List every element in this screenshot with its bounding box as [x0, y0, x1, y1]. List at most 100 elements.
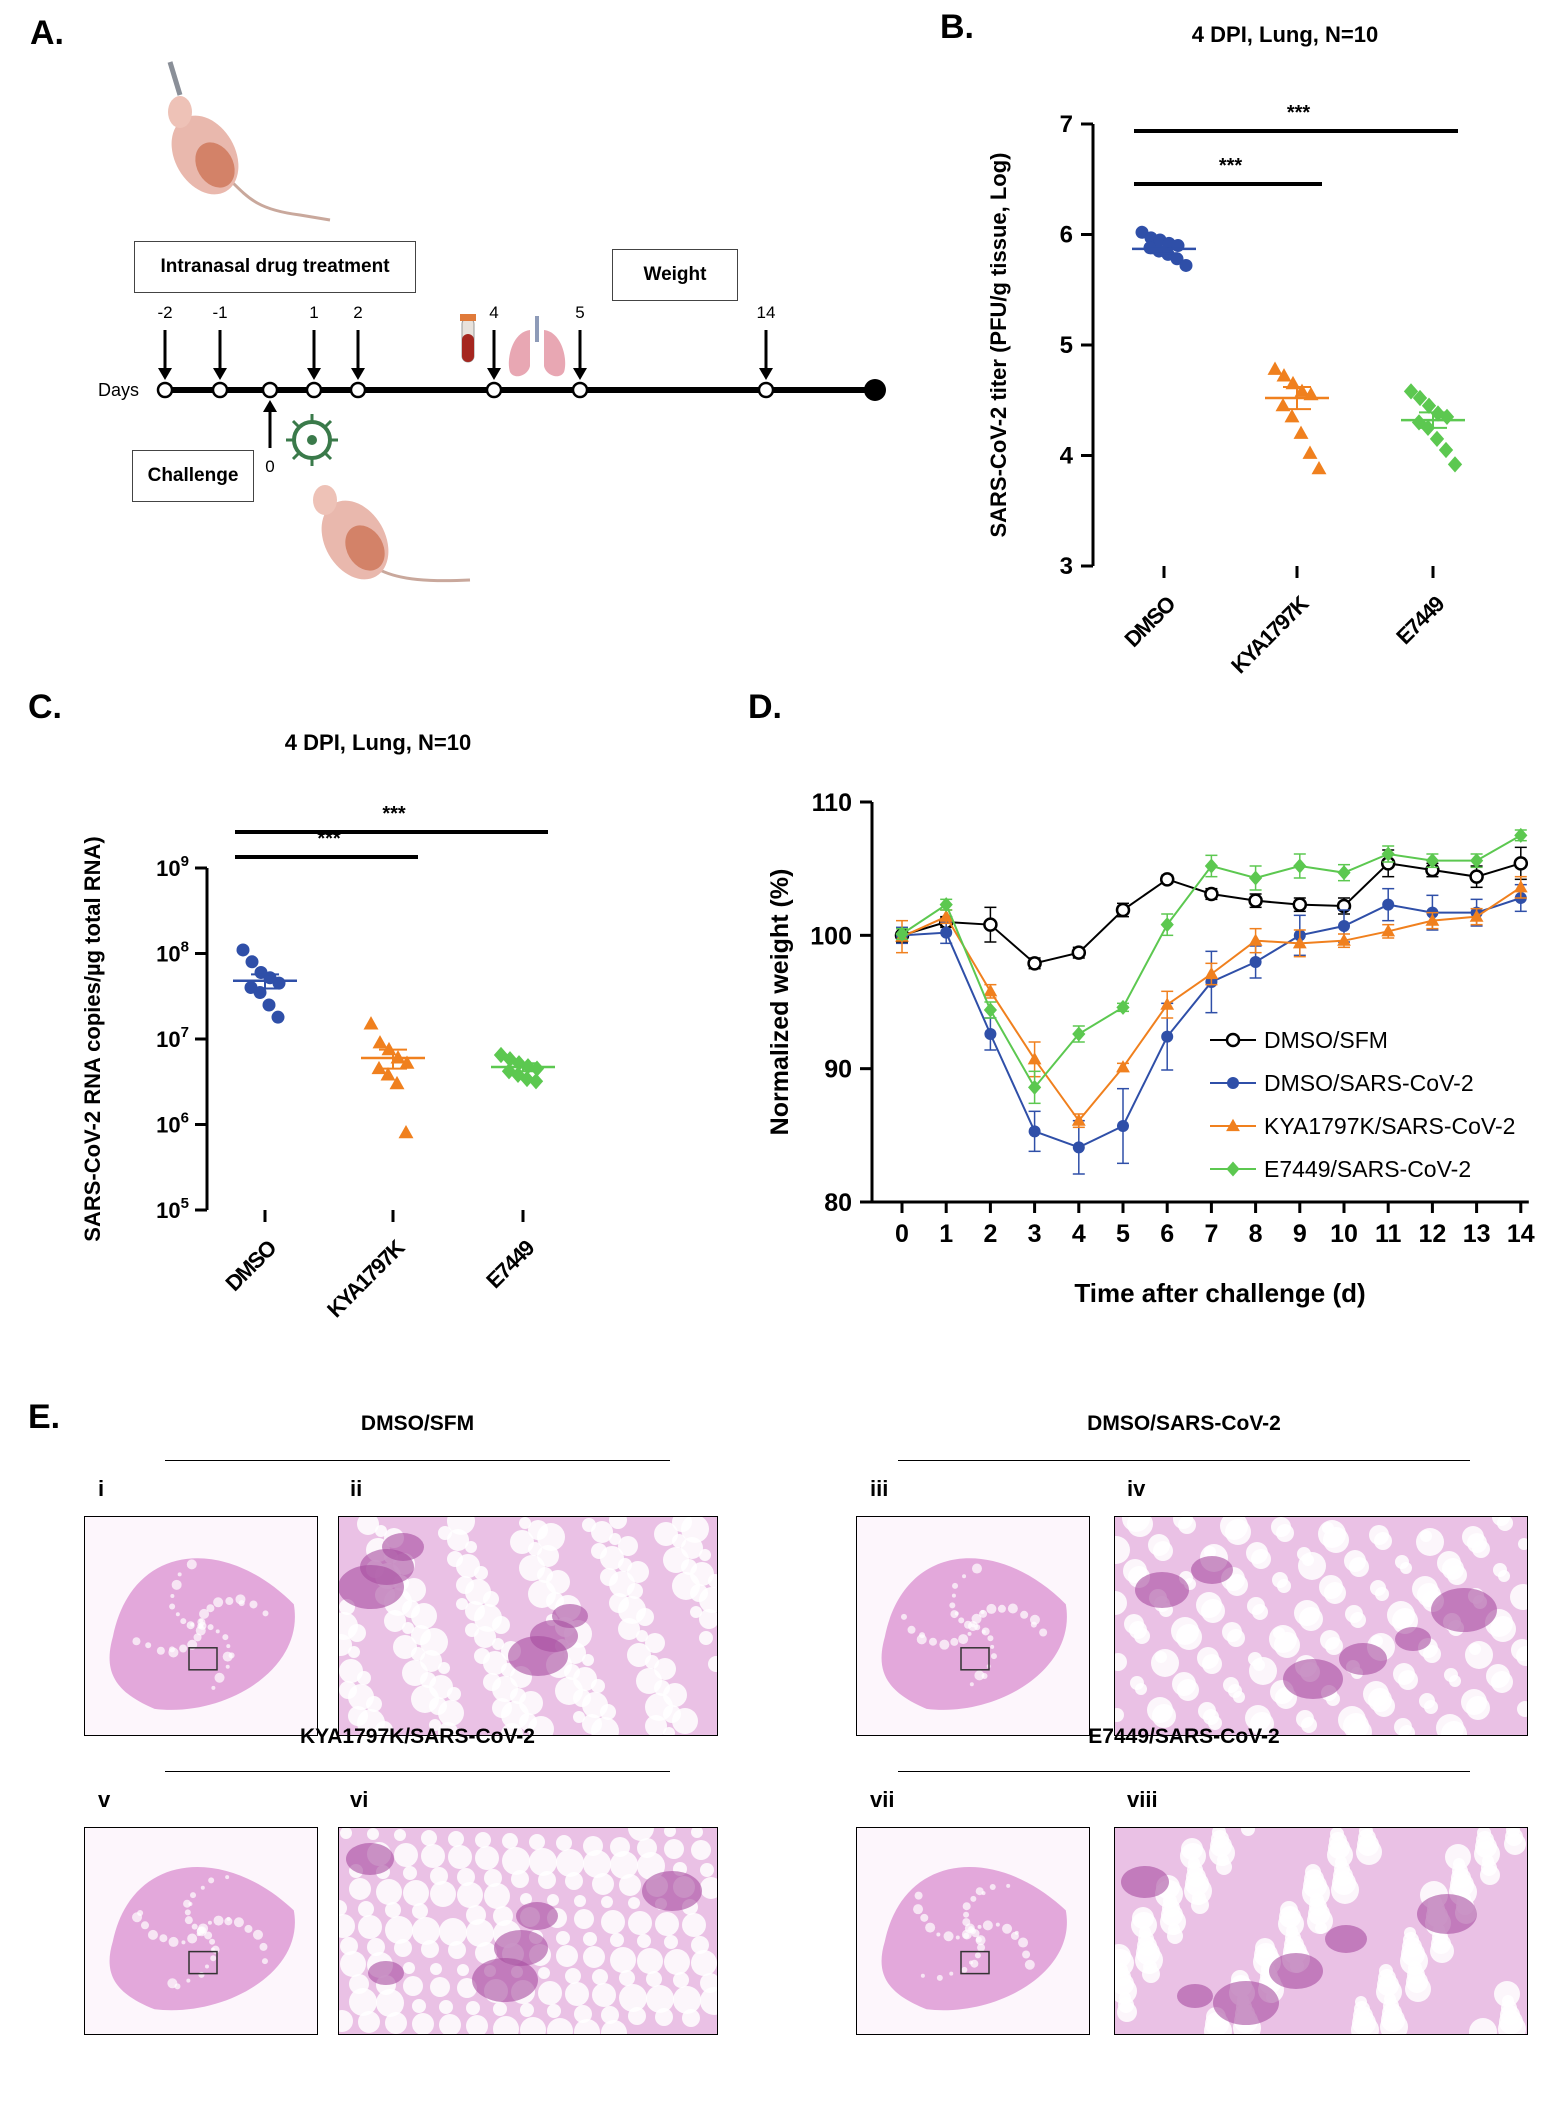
data-point — [1430, 405, 1446, 422]
y-tick-label: 109 — [156, 853, 189, 881]
timeline-day-label: -2 — [157, 303, 172, 322]
blood-tube-icon — [460, 314, 476, 363]
y-axis-label: SARS-CoV-2 RNA copies/µg total RNA) — [80, 836, 105, 1241]
data-point — [398, 1124, 414, 1139]
data-point — [984, 1028, 997, 1040]
data-point — [271, 1010, 285, 1024]
histology-detail — [1114, 1827, 1528, 2035]
significance-label: *** — [1287, 102, 1311, 124]
data-point — [1248, 893, 1263, 908]
timeline-day-label: -1 — [212, 303, 227, 322]
lung-icon — [508, 316, 566, 377]
series-e7449-sars-cov-2 — [895, 827, 1528, 1105]
data-point — [1161, 1030, 1174, 1043]
timeline-day-label: 14 — [757, 303, 776, 322]
data-point — [1071, 945, 1087, 960]
x-axis-label: Time after challenge (d) — [1074, 1278, 1365, 1308]
timeline-arrowhead — [487, 368, 501, 380]
histology-left-label: vii — [870, 1787, 895, 1812]
data-point — [1204, 886, 1219, 902]
timeline-arrowhead — [573, 368, 587, 380]
data-point — [1072, 1141, 1085, 1154]
significance-label: *** — [382, 803, 406, 825]
data-point — [1276, 368, 1292, 382]
data-point — [1293, 425, 1309, 439]
data-point — [1116, 1060, 1130, 1073]
data-point — [1470, 853, 1484, 869]
histology-detail — [338, 1516, 718, 1736]
data-point — [1116, 999, 1130, 1015]
data-point — [262, 998, 276, 1012]
legend-label: DMSO/SARS-CoV-2 — [1264, 1070, 1474, 1096]
data-point — [895, 926, 909, 942]
histology-image — [857, 1828, 1089, 2034]
data-point — [236, 943, 250, 957]
histology-group: DMSO/SFM i ii — [0, 1390, 718, 1736]
timeline-day-marker — [156, 381, 174, 399]
data-point — [940, 926, 953, 939]
histology-zoom-image — [339, 1517, 717, 1735]
timeline-end-dot — [864, 379, 886, 401]
data-point — [1447, 456, 1463, 473]
y-axis-label: Normalized weight (%) — [766, 869, 794, 1136]
data-point — [1338, 920, 1350, 932]
histology-image — [857, 1517, 1089, 1735]
chart-c: 4 DPI, Lung, N=10 105 106 107 108 109 SARS-CoV… — [80, 730, 555, 1323]
y-tick-label: 90 — [824, 1056, 852, 1084]
timeline-arrowhead — [351, 368, 365, 380]
y-tick-label: 105 — [156, 1195, 189, 1223]
data-point — [502, 1051, 518, 1068]
data-point — [1028, 1125, 1041, 1138]
x-tick-label: E7449 — [481, 1235, 539, 1293]
x-tick-label: 14 — [1507, 1220, 1535, 1248]
data-point — [371, 1060, 387, 1075]
y-tick-label: 100 — [810, 922, 852, 950]
data-point — [983, 917, 998, 932]
data-point — [1204, 858, 1218, 874]
x-tick-label: 11 — [1375, 1220, 1402, 1248]
legend-label: E7449/SARS-CoV-2 — [1264, 1156, 1471, 1182]
histology-zoom-image — [1115, 1517, 1527, 1735]
data-point — [1292, 936, 1307, 949]
data-point — [528, 1073, 544, 1090]
histology-image — [85, 1517, 317, 1735]
timeline-day-marker — [757, 381, 775, 399]
data-point — [245, 955, 259, 969]
timeline-day-marker — [571, 381, 589, 399]
data-point — [983, 984, 998, 997]
data-point — [1513, 880, 1528, 893]
series-dmso — [1132, 225, 1196, 272]
data-point — [363, 1016, 379, 1030]
data-point — [389, 1075, 405, 1090]
timeline-day-label: 5 — [575, 303, 584, 322]
x-tick-label: KYA1797K — [1226, 591, 1314, 679]
timeline-diagram: -2 -1 0 1 2 4 5 14 — [156, 61, 886, 583]
panel-b: B. 4 DPI, Lung, N=10 3 4 5 6 7 SARS-CoV-2 tite… — [940, 0, 1542, 690]
legend-marker — [1227, 1077, 1239, 1089]
y-axis-label: SARS-CoV-2 titer (PFU/g tissue, Log) — [986, 152, 1011, 537]
timeline-arrowhead — [759, 368, 773, 380]
timeline-day-marker — [349, 381, 367, 399]
data-point — [529, 1060, 545, 1077]
x-tick-label: 3 — [1028, 1220, 1042, 1248]
panel-d-letter: D. — [748, 688, 782, 726]
data-point — [1267, 361, 1283, 375]
timeline-day-marker — [211, 381, 229, 399]
data-point — [1275, 397, 1291, 412]
series-kya1797k — [361, 1016, 425, 1139]
data-point — [1438, 441, 1454, 459]
x-tick-label: KYA1797K — [322, 1235, 410, 1323]
timeline-day-label: 1 — [309, 303, 318, 322]
histology-group-title: KYA1797K/SARS-CoV-2 — [300, 1725, 535, 1748]
x-tick-label: 6 — [1160, 1220, 1174, 1248]
x-tick-label: E7449 — [1391, 591, 1449, 649]
panel-e-letter: E. — [28, 1398, 61, 1436]
data-point — [1311, 460, 1327, 475]
series-dmso — [233, 943, 297, 1024]
data-point — [1425, 913, 1440, 926]
histology-group: DMSO/SARS-CoV-2 iii iv — [830, 1390, 1542, 1736]
y-tick-label: 108 — [156, 939, 189, 967]
x-tick-label: 10 — [1330, 1220, 1358, 1248]
data-point — [380, 1067, 396, 1081]
weight-box: Weight — [612, 249, 738, 301]
